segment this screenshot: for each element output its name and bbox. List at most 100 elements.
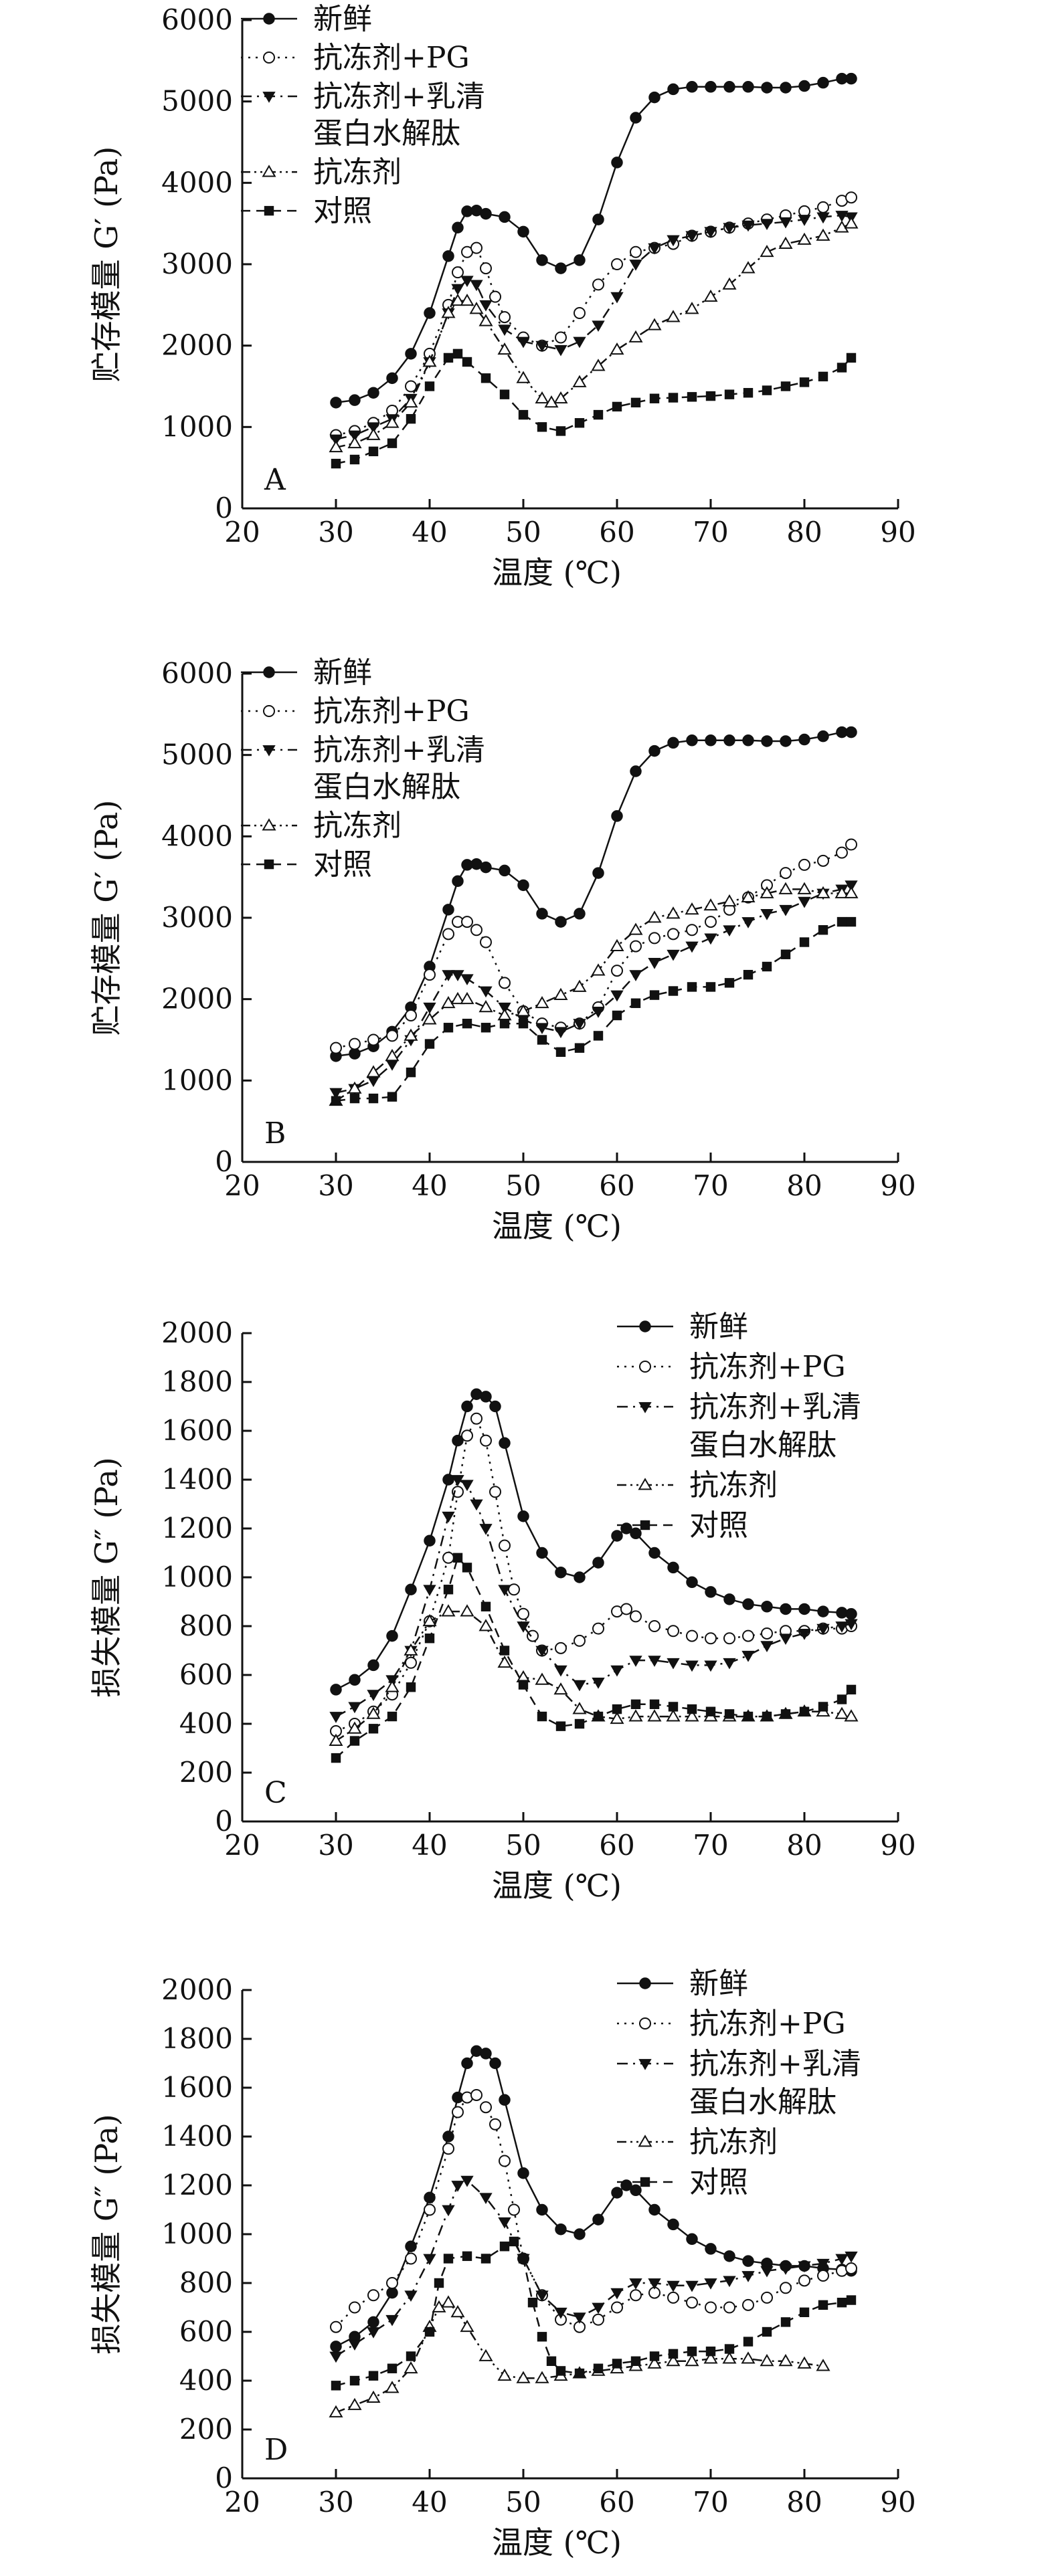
data-point bbox=[741, 917, 755, 928]
data-point bbox=[816, 212, 830, 224]
data-point bbox=[470, 1412, 482, 1425]
y-tick-label: 1600 bbox=[161, 1414, 233, 1447]
data-point bbox=[630, 112, 642, 124]
data-point bbox=[499, 2094, 511, 2106]
data-point bbox=[592, 2302, 605, 2314]
data-point bbox=[349, 394, 361, 406]
data-point bbox=[478, 1619, 493, 1631]
data-point bbox=[553, 1682, 568, 1695]
data-point bbox=[329, 434, 343, 446]
data-point bbox=[837, 2298, 847, 2308]
data-point bbox=[741, 220, 755, 232]
data-point bbox=[703, 289, 718, 302]
data-point bbox=[798, 2274, 810, 2287]
data-point bbox=[798, 896, 811, 908]
data-point bbox=[779, 904, 792, 916]
data-point bbox=[778, 236, 793, 249]
legend-marker bbox=[264, 205, 274, 216]
data-point bbox=[592, 1678, 605, 1689]
data-point bbox=[723, 925, 736, 937]
data-point bbox=[705, 1706, 716, 1716]
data-point bbox=[799, 2307, 810, 2317]
data-point bbox=[517, 1510, 529, 1522]
data-point bbox=[331, 2381, 341, 2391]
data-point bbox=[611, 2301, 623, 2314]
legend-marker bbox=[639, 1977, 651, 1989]
data-point bbox=[761, 2291, 773, 2304]
data-point bbox=[705, 81, 717, 93]
data-point bbox=[704, 933, 717, 945]
data-point bbox=[667, 1561, 679, 1574]
data-point bbox=[723, 223, 736, 235]
data-point bbox=[385, 1680, 400, 1692]
data-point bbox=[592, 278, 604, 291]
data-point bbox=[499, 1437, 511, 1449]
data-point bbox=[480, 373, 491, 383]
data-point bbox=[555, 916, 567, 928]
data-point bbox=[779, 1633, 792, 1646]
data-point bbox=[366, 1065, 381, 1078]
data-point bbox=[517, 2167, 529, 2179]
data-point bbox=[462, 1563, 472, 1573]
data-point bbox=[593, 1031, 604, 1041]
x-tick-label: 50 bbox=[505, 1829, 541, 1862]
data-point bbox=[574, 2228, 586, 2240]
data-point bbox=[610, 292, 624, 304]
legend-label: 对照 bbox=[689, 1508, 748, 1543]
data-point bbox=[723, 2301, 735, 2314]
data-point bbox=[508, 2203, 520, 2216]
data-point bbox=[629, 260, 642, 271]
data-point bbox=[760, 886, 774, 898]
data-point bbox=[685, 941, 699, 953]
y-tick-label: 1000 bbox=[161, 410, 233, 443]
data-point bbox=[836, 846, 848, 859]
legend-label: 对照 bbox=[313, 848, 372, 882]
data-point bbox=[573, 2312, 586, 2324]
legend-label: 新鲜 bbox=[689, 1310, 748, 1344]
data-point bbox=[508, 1583, 520, 1596]
data-point bbox=[779, 217, 792, 229]
panel-label: D bbox=[264, 2433, 288, 2467]
series-4 bbox=[331, 2236, 857, 2391]
data-point bbox=[762, 961, 772, 972]
data-point bbox=[818, 925, 828, 935]
data-point bbox=[572, 979, 587, 992]
data-point bbox=[592, 2213, 604, 2225]
y-tick-label: 800 bbox=[179, 1609, 233, 1642]
data-point bbox=[535, 1646, 549, 1658]
legend-label: 新鲜 bbox=[689, 1967, 748, 2001]
data-point bbox=[434, 2278, 444, 2288]
data-point bbox=[799, 377, 810, 387]
data-point bbox=[404, 2361, 418, 2374]
data-point bbox=[780, 82, 792, 94]
data-point bbox=[667, 2218, 679, 2231]
data-point bbox=[760, 1641, 774, 1652]
data-point bbox=[489, 1400, 501, 1413]
data-point bbox=[330, 2341, 342, 2353]
data-point bbox=[668, 2349, 679, 2359]
data-point bbox=[470, 2088, 482, 2101]
data-point bbox=[509, 2236, 519, 2247]
data-point bbox=[610, 1711, 624, 1724]
data-point bbox=[667, 1658, 680, 1670]
data-point bbox=[480, 2101, 492, 2114]
data-point bbox=[629, 970, 642, 981]
data-point bbox=[835, 220, 849, 233]
data-point bbox=[470, 241, 482, 254]
data-point bbox=[368, 1724, 379, 1734]
data-point bbox=[648, 958, 661, 969]
x-tick-label: 70 bbox=[693, 1829, 728, 1862]
data-point bbox=[724, 1709, 735, 1719]
data-point bbox=[536, 1547, 548, 1559]
legend-marker bbox=[263, 705, 275, 717]
data-point bbox=[817, 1605, 829, 1617]
data-point bbox=[555, 1721, 566, 1731]
data-point bbox=[668, 986, 679, 996]
legend-marker bbox=[262, 745, 276, 757]
series-0 bbox=[330, 72, 857, 409]
data-point bbox=[329, 2405, 343, 2417]
data-point bbox=[498, 2217, 511, 2229]
data-point bbox=[648, 745, 661, 757]
data-point bbox=[537, 2332, 547, 2342]
